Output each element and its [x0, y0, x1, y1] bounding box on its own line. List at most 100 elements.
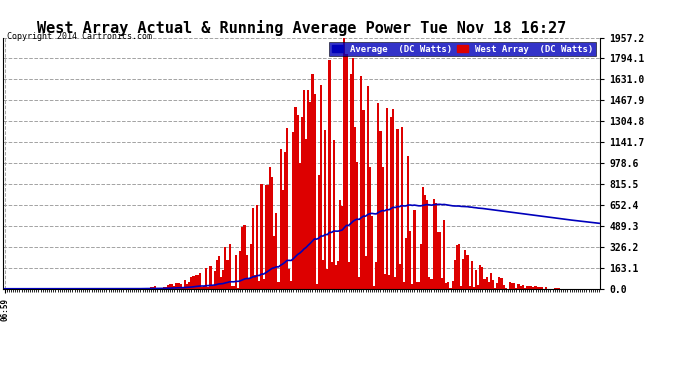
Bar	[286, 128, 288, 289]
Bar	[271, 177, 273, 289]
Bar	[366, 86, 368, 289]
Title: West Array Actual & Running Average Power Tue Nov 18 16:27: West Array Actual & Running Average Powe…	[37, 20, 566, 36]
Bar	[175, 283, 177, 289]
Bar	[288, 269, 290, 289]
Bar	[380, 131, 382, 289]
Bar	[167, 285, 169, 289]
Bar	[326, 269, 328, 289]
Bar	[163, 287, 165, 289]
Bar	[150, 286, 152, 289]
Bar	[337, 261, 339, 289]
Bar	[447, 282, 449, 289]
Bar	[502, 285, 504, 289]
Bar	[396, 129, 399, 289]
Bar	[218, 256, 220, 289]
Bar	[137, 288, 139, 289]
Bar	[411, 284, 413, 289]
Bar	[486, 277, 488, 289]
Bar	[373, 285, 375, 289]
Bar	[152, 286, 155, 289]
Bar	[309, 102, 311, 289]
Bar	[348, 262, 350, 289]
Bar	[129, 288, 131, 289]
Bar	[284, 152, 286, 289]
Bar	[496, 283, 498, 289]
Bar	[224, 248, 226, 289]
Bar	[532, 287, 535, 289]
Bar	[260, 184, 263, 289]
Bar	[439, 232, 441, 289]
Bar	[545, 288, 547, 289]
Bar	[318, 175, 320, 289]
Bar	[405, 238, 407, 289]
Bar	[558, 288, 560, 289]
Bar	[265, 185, 267, 289]
Bar	[267, 184, 269, 289]
Bar	[528, 286, 530, 289]
Bar	[230, 286, 233, 289]
Bar	[313, 94, 316, 289]
Bar	[494, 288, 496, 289]
Bar	[141, 288, 144, 289]
Bar	[466, 255, 469, 289]
Bar	[371, 216, 373, 289]
Bar	[437, 232, 439, 289]
Bar	[148, 288, 150, 289]
Bar	[212, 286, 214, 289]
Bar	[394, 277, 396, 289]
Bar	[341, 206, 344, 289]
Bar	[462, 259, 464, 289]
Bar	[441, 278, 443, 289]
Bar	[426, 200, 428, 289]
Bar	[139, 288, 141, 289]
Bar	[322, 260, 324, 289]
Bar	[460, 286, 462, 289]
Bar	[475, 270, 477, 289]
Bar	[364, 256, 366, 289]
Bar	[171, 284, 173, 289]
Bar	[424, 195, 426, 289]
Text: Copyright 2014 Cartronics.com: Copyright 2014 Cartronics.com	[7, 32, 152, 41]
Bar	[220, 277, 222, 289]
Bar	[518, 284, 520, 289]
Bar	[305, 139, 307, 289]
Bar	[144, 288, 146, 289]
Bar	[133, 288, 135, 289]
Bar	[193, 276, 195, 289]
Bar	[203, 286, 205, 289]
Bar	[226, 260, 228, 289]
Bar	[184, 280, 186, 289]
Bar	[403, 282, 405, 289]
Bar	[195, 274, 197, 289]
Bar	[169, 284, 171, 289]
Bar	[350, 75, 352, 289]
Bar	[155, 286, 157, 289]
Bar	[386, 108, 388, 289]
Bar	[498, 278, 500, 289]
Bar	[297, 115, 299, 289]
Bar	[275, 213, 277, 289]
Bar	[458, 244, 460, 289]
Bar	[490, 273, 492, 289]
Bar	[362, 110, 364, 289]
Bar	[252, 209, 254, 289]
Bar	[522, 285, 524, 289]
Bar	[401, 127, 403, 289]
Bar	[352, 58, 354, 289]
Bar	[464, 251, 466, 289]
Bar	[422, 187, 424, 289]
Bar	[190, 277, 193, 289]
Bar	[256, 205, 258, 289]
Bar	[237, 288, 239, 289]
Bar	[248, 279, 250, 289]
Bar	[246, 255, 248, 289]
Bar	[435, 202, 437, 289]
Bar	[222, 270, 224, 289]
Bar	[471, 261, 473, 289]
Bar	[157, 288, 159, 289]
Bar	[188, 282, 190, 289]
Bar	[480, 266, 482, 289]
Bar	[388, 275, 390, 289]
Bar	[179, 284, 182, 289]
Bar	[541, 287, 543, 289]
